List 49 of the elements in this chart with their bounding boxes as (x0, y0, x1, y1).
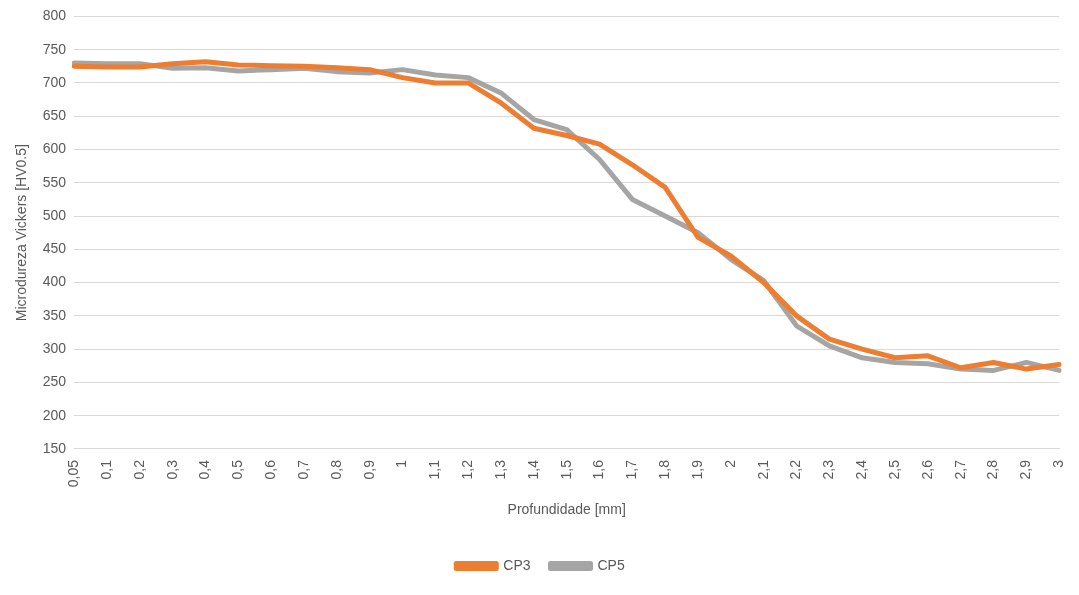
y-tick-label: 550 (42, 173, 67, 190)
x-tick-label: 2,5 (885, 459, 902, 480)
x-tick-label: 1,2 (459, 459, 476, 480)
x-tick-label: 0,4 (196, 459, 213, 480)
y-tick-label: 500 (42, 206, 67, 223)
y-tick-label: 400 (42, 273, 67, 290)
y-tick-label: 600 (42, 140, 67, 157)
x-tick-label: 1 (393, 459, 410, 468)
x-tick-label: 2,4 (853, 459, 870, 480)
y-tick-label: 300 (42, 339, 67, 356)
x-tick-label: 0,1 (97, 459, 114, 480)
y-tick-label: 700 (42, 73, 67, 90)
x-tick-label: 0,7 (294, 459, 311, 480)
x-tick-label: 1,9 (688, 459, 705, 480)
x-tick-label: 1,7 (623, 459, 640, 480)
x-tick-label: 0,3 (163, 459, 180, 480)
y-tick-label: 650 (42, 107, 67, 124)
y-tick-label: 450 (42, 240, 67, 257)
y-tick-label: 150 (42, 439, 67, 456)
y-tick-label: 250 (42, 373, 67, 390)
legend-label: CP5 (597, 556, 625, 573)
y-axis-title: Microdureza Vickers [HV0.5] (13, 144, 30, 322)
x-tick-label: 1,6 (590, 459, 607, 480)
x-tick-label: 0,8 (327, 459, 344, 480)
x-tick-label: 0,6 (262, 459, 279, 480)
x-tick-label: 1,5 (557, 459, 574, 480)
x-tick-label: 2 (721, 459, 738, 468)
x-tick-label: 1,3 (491, 459, 508, 480)
x-tick-label: 3 (1050, 459, 1067, 468)
x-tick-label: 0,5 (229, 459, 246, 480)
x-tick-label: 2,1 (754, 459, 771, 480)
x-tick-label: 2,7 (951, 459, 968, 480)
x-tick-label: 0,05 (65, 459, 82, 488)
y-tick-label: 750 (42, 40, 67, 57)
x-tick-label: 1,4 (524, 459, 541, 480)
x-axis-title: Profundidade [mm] (507, 501, 626, 518)
x-tick-label: 2,8 (984, 459, 1001, 480)
y-tick-label: 800 (42, 7, 67, 24)
x-tick-label: 2,3 (820, 459, 837, 480)
legend-label: CP3 (503, 556, 531, 573)
y-tick-label: 200 (42, 406, 67, 423)
x-tick-label: 2,2 (787, 459, 804, 480)
x-tick-label: 2,9 (1017, 459, 1034, 480)
x-tick-label: 0,9 (360, 459, 377, 480)
x-tick-label: 1,8 (656, 459, 673, 480)
x-tick-label: 2,6 (918, 459, 935, 480)
x-tick-label: 1,1 (426, 459, 443, 480)
y-tick-label: 350 (42, 306, 67, 323)
x-tick-label: 0,2 (130, 459, 147, 480)
